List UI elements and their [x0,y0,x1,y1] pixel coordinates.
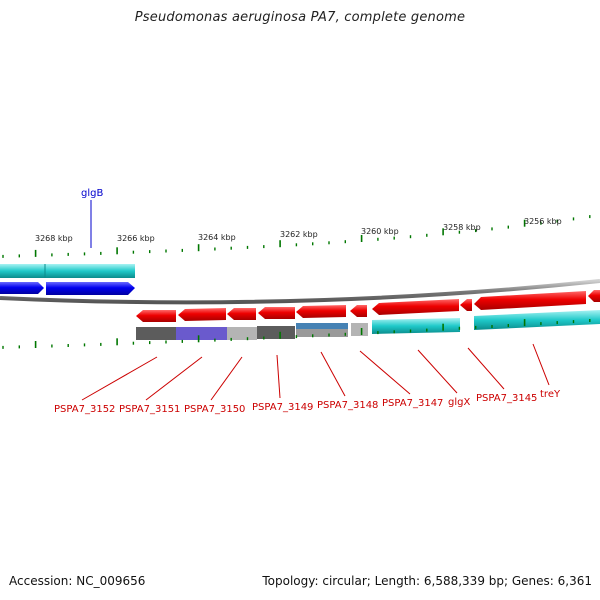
gene-label-pspa7-3148: PSPA7_3148 [317,400,378,411]
gene-arrow-glgx [372,299,459,315]
gene-label-pspa7-3151: PSPA7_3151 [119,404,180,415]
gene-arrow-pspa7-3152 [136,310,176,322]
gene-label-pspa7-3147: PSPA7_3147 [382,398,443,409]
scale-label: 3260 kbp [361,227,399,236]
feature-block [296,329,348,337]
accession-text: Accession: NC_009656 [9,574,146,588]
feature-block [136,327,176,340]
cds-track-forward [0,264,135,278]
cds-track-reverse [372,318,460,334]
gene-arrow-pspa7-3147 [350,305,367,317]
gene-label-trey: treY [540,389,561,400]
scale-label: 3262 kbp [280,230,318,239]
gene-label-pspa7-3145: PSPA7_3145 [476,393,537,404]
gene-arrow-pspa7-3145 [460,299,472,311]
gene-arrow-pspa7-3149 [258,307,295,319]
scale-ticks-top [2,215,591,258]
gene-label-pspa7-3150: PSPA7_3150 [184,404,245,415]
genome-summary-text: Topology: circular; Length: 6,588,339 bp… [262,574,592,588]
feature-block [351,323,368,336]
gene-arrow-right-edge [588,290,600,302]
gene-arrow-pspa7-3148 [296,305,346,318]
gene-arrow-pspa7-3150 [227,308,256,320]
genome-backbone [0,279,600,305]
gene-arrow-glgb [46,282,135,295]
cds-track-reverse [474,310,600,330]
scale-ticks-bottom [2,319,591,349]
gene-arrow-forward [0,282,44,294]
feature-block [227,327,257,340]
scale-label: 3256 kbp [524,217,562,226]
gene-label-pspa7-3149: PSPA7_3149 [252,402,313,413]
scale-label: 3258 kbp [443,223,481,232]
genome-title: Pseudomonas aeruginosa PA7, complete gen… [134,10,466,25]
feature-block [296,323,348,329]
feature-block [257,326,295,339]
gene-arrow-trey [474,291,586,310]
scale-label: 3266 kbp [117,234,155,243]
gene-label-glgb: glgB [81,188,103,199]
feature-block [176,327,227,340]
leader-lines [81,343,550,401]
gene-label-pspa7-3152: PSPA7_3152 [54,404,115,415]
gene-arrow-pspa7-3151 [178,308,226,321]
scale-label: 3264 kbp [198,233,236,242]
scale-label: 3268 kbp [35,234,73,243]
gene-label-glgx: glgX [448,397,470,408]
